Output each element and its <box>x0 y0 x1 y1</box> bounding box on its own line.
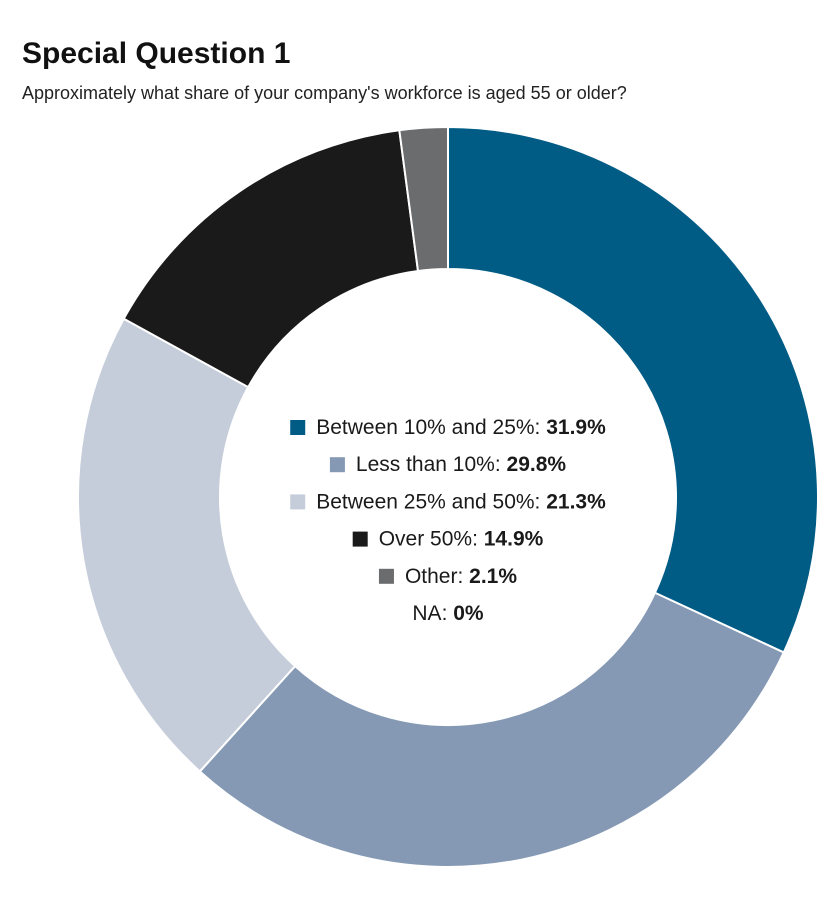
legend-label: Less than 10% <box>356 453 495 476</box>
legend-label: Between 25% and 50% <box>316 490 534 513</box>
legend-swatch <box>290 494 306 510</box>
donut-slice <box>122 129 420 389</box>
legend-label: Between 10% and 25% <box>316 416 534 439</box>
legend-value: 14.9% <box>484 527 544 550</box>
legend-value: 31.9% <box>546 416 606 439</box>
legend-swatch <box>378 568 394 584</box>
legend-label: Over 50% <box>379 527 472 550</box>
chart-title: Special Question 1 <box>22 37 290 70</box>
legend-entry: NA: 0% <box>412 602 484 625</box>
legend-label: NA <box>412 602 441 625</box>
legend-separator: : <box>535 416 541 439</box>
legend-separator: : <box>472 527 478 550</box>
chart-subtitle: Approximately what share of your company… <box>22 83 627 103</box>
legend-value: 2.1% <box>469 564 517 587</box>
legend-value: 0% <box>453 602 484 625</box>
legend-swatch <box>290 420 306 435</box>
legend-value: 21.3% <box>546 490 606 513</box>
legend-swatch <box>352 531 368 547</box>
legend-value: 29.8% <box>507 453 567 476</box>
legend-separator: : <box>495 453 501 476</box>
legend-separator: : <box>535 490 541 513</box>
legend-entry: Over 50%: 14.9% <box>379 527 544 550</box>
legend-entry: Other: 2.1% <box>405 564 517 587</box>
donut-slice <box>77 317 297 773</box>
legend-entry: Less than 10%: 29.8% <box>356 453 566 476</box>
legend-separator: : <box>442 602 448 625</box>
donut-slice <box>447 125 819 654</box>
legend-entry: Between 25% and 50%: 21.3% <box>316 490 606 513</box>
donut-slice <box>198 591 786 868</box>
legend-swatch <box>329 457 345 473</box>
legend-label: Other <box>405 564 458 587</box>
legend-separator: : <box>457 564 463 587</box>
legend-entry: Between 10% and 25%: 31.9% <box>316 416 606 439</box>
